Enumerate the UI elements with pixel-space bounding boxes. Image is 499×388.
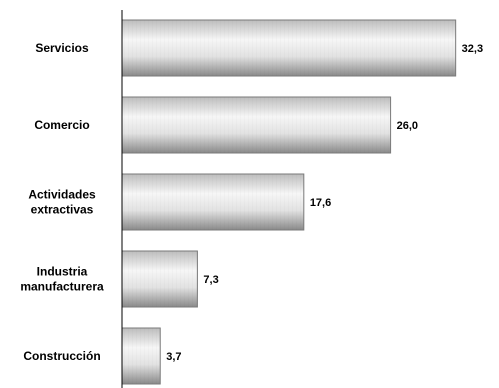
bar-texture — [122, 251, 198, 307]
category-label: Industria manufacturera — [20, 265, 104, 294]
data-label: 26,0 — [397, 120, 418, 132]
bar — [121, 327, 161, 385]
category-label: Servicios — [35, 41, 89, 55]
bars-layer — [121, 19, 457, 385]
bar — [121, 19, 457, 77]
data-label: 32,3 — [462, 43, 483, 55]
bar — [121, 173, 305, 231]
category-label: Construcción — [23, 349, 100, 363]
bar-texture — [122, 97, 391, 153]
category-label: Actividades extractivas — [28, 188, 96, 217]
bar — [121, 96, 392, 154]
bar-texture — [122, 328, 161, 384]
category-label: Comercio — [34, 118, 89, 132]
bar — [121, 250, 198, 308]
data-label: 17,6 — [310, 197, 331, 209]
labels-layer: 32,3 Servicios 26,0 Comercio 17,6 Actividades… — [20, 41, 483, 363]
data-label: 3,7 — [166, 351, 181, 363]
data-label: 7,3 — [203, 274, 218, 286]
bar-texture — [122, 20, 456, 76]
bar-texture — [122, 174, 304, 230]
